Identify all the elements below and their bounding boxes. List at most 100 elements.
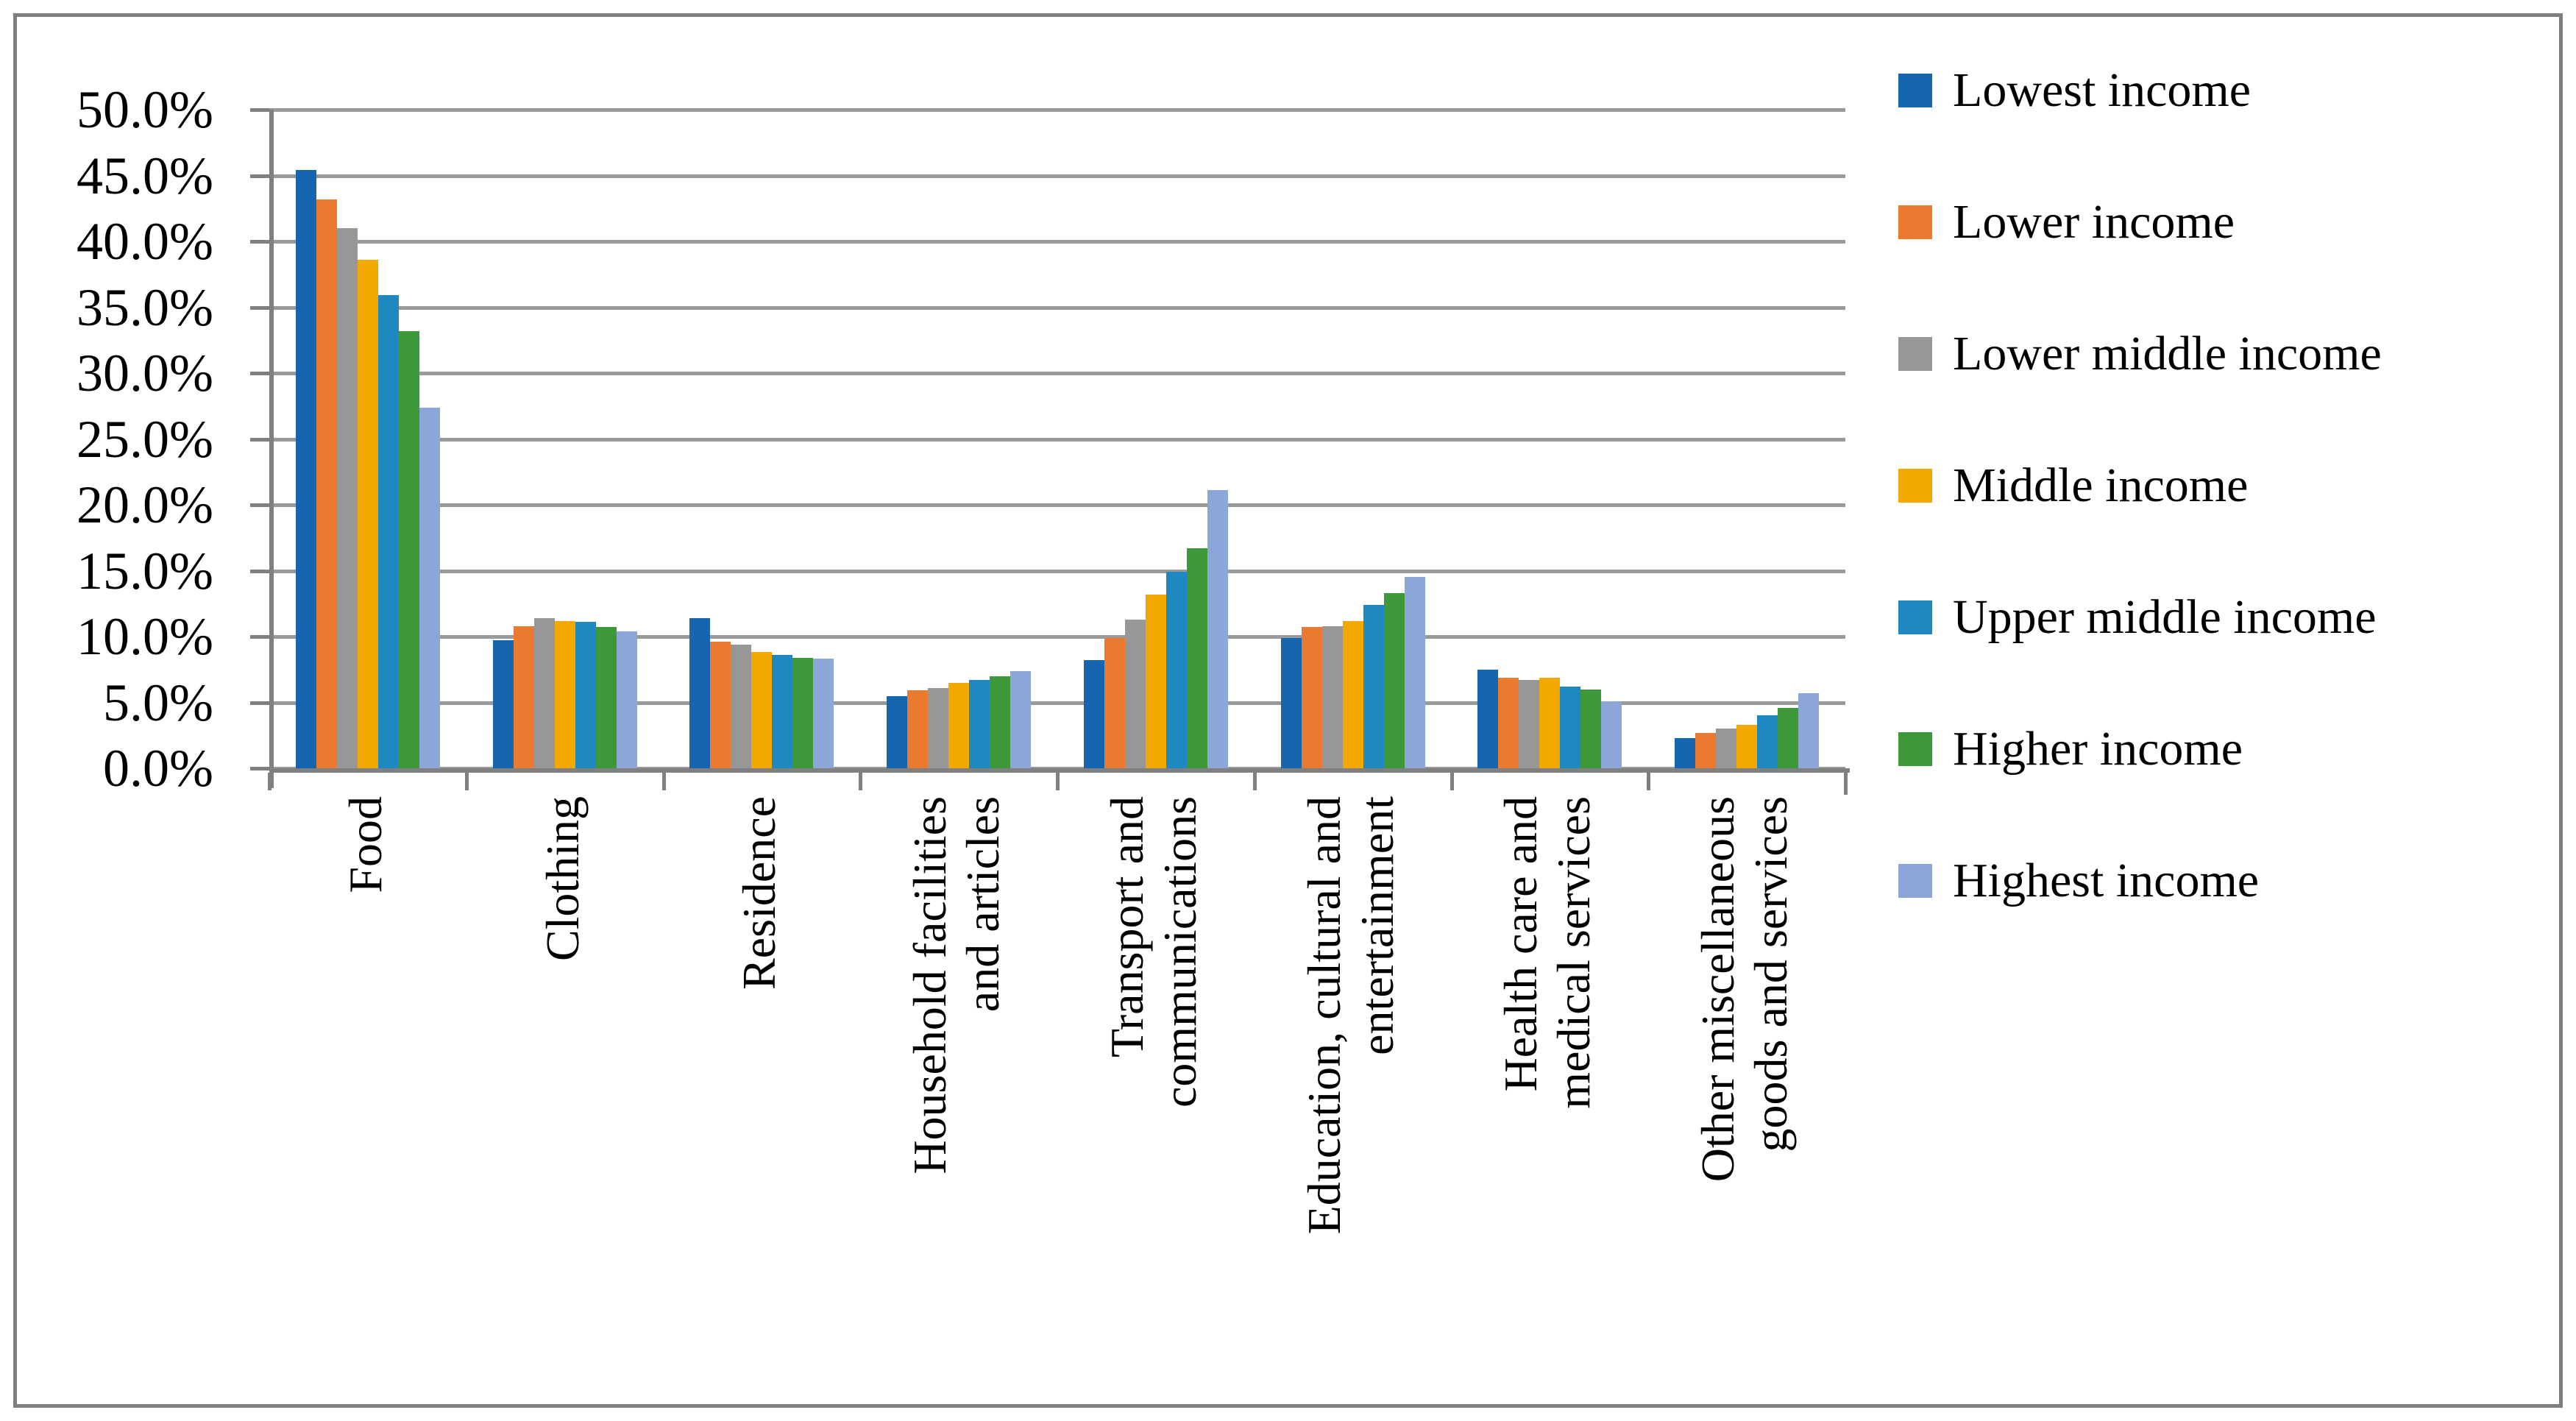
- bar: [1601, 701, 1622, 768]
- category-label-line: communications: [1153, 796, 1206, 1108]
- y-axis-tick-label: 35.0%: [77, 277, 213, 337]
- legend-swatch: [1898, 600, 1932, 634]
- category-label-line: entertainment: [1350, 796, 1403, 1055]
- bar: [772, 655, 793, 768]
- y-axis-tick: [250, 437, 269, 442]
- bar: [1695, 732, 1717, 768]
- category-label-line: and articles: [957, 796, 1010, 1013]
- y-axis-tick-label: 0.0%: [103, 739, 213, 798]
- y-axis-tick: [250, 372, 269, 375]
- y-axis-tick: [250, 635, 269, 639]
- plot-area: [269, 108, 1845, 770]
- figure-border: [13, 13, 2563, 1408]
- bar: [554, 620, 575, 768]
- bar: [357, 260, 378, 768]
- bar: [1519, 680, 1540, 768]
- y-axis-tick: [250, 701, 269, 705]
- category-label-line: Clothing: [536, 796, 589, 962]
- bar: [1083, 660, 1104, 768]
- gridline: [269, 305, 1845, 310]
- category-label: Education, cultural and entertainment: [1298, 796, 1408, 1421]
- bar: [792, 657, 814, 768]
- bar: [398, 330, 419, 768]
- bar: [1675, 737, 1696, 768]
- category-label-line: Household facilities: [904, 796, 957, 1174]
- bar: [1321, 626, 1343, 768]
- bar: [616, 631, 637, 768]
- bar: [1778, 707, 1799, 768]
- gridline: [269, 108, 1845, 112]
- bar: [295, 170, 316, 768]
- gridline: [269, 503, 1845, 507]
- bar: [1477, 669, 1499, 768]
- category-label-line: Transport and: [1100, 796, 1153, 1057]
- category-label: Household facilities and articles: [904, 796, 1014, 1421]
- category-label-line: Education, cultural and: [1297, 796, 1350, 1235]
- bar: [1207, 490, 1228, 768]
- category-label-line: Residence: [733, 796, 786, 990]
- y-axis-tick-label: 20.0%: [77, 475, 213, 534]
- legend-swatch: [1898, 732, 1932, 766]
- bar: [1104, 637, 1125, 768]
- legend-swatch: [1898, 74, 1932, 107]
- legend-swatch: [1898, 337, 1932, 371]
- bar: [731, 644, 752, 768]
- bar: [1010, 670, 1032, 768]
- legend-item: Lowest income: [1898, 65, 2251, 116]
- bar: [1404, 577, 1425, 768]
- bar: [1580, 689, 1602, 768]
- legend-label: Lowest income: [1953, 63, 2252, 117]
- x-axis-line: [269, 768, 1850, 773]
- category-label: Clothing: [536, 796, 594, 1421]
- category-label: Other miscellaneous goods and services: [1692, 796, 1802, 1421]
- legend-label: Lower middle income: [1953, 327, 2382, 380]
- legend-swatch: [1898, 864, 1932, 898]
- y-axis-tick: [250, 108, 269, 112]
- bar: [1342, 620, 1363, 768]
- category-label: Health care and medical services: [1494, 796, 1605, 1421]
- y-axis-tick: [250, 503, 269, 507]
- y-axis-line: [269, 110, 274, 788]
- gridline: [269, 240, 1845, 244]
- bar: [533, 617, 555, 768]
- y-axis-tick-label: 40.0%: [77, 212, 213, 271]
- gridline: [269, 635, 1845, 639]
- bar: [419, 407, 440, 768]
- bar: [1539, 677, 1561, 768]
- x-axis-tick: [1056, 773, 1060, 790]
- y-axis-tick: [250, 174, 269, 178]
- gridline: [269, 372, 1845, 375]
- gridline: [269, 437, 1845, 442]
- gridline: [269, 569, 1845, 573]
- y-axis-tick: [250, 305, 269, 310]
- bar: [595, 627, 617, 768]
- gridline: [269, 174, 1845, 178]
- bar: [948, 682, 970, 768]
- bar: [336, 228, 358, 768]
- bar: [689, 617, 711, 768]
- category-label-line: goods and services: [1745, 796, 1798, 1152]
- bar: [990, 676, 1011, 768]
- legend-label: Lower income: [1953, 195, 2235, 249]
- legend-item: Upper middle income: [1898, 592, 2377, 643]
- bar: [1383, 592, 1405, 768]
- bar: [887, 695, 908, 768]
- x-axis-tick: [1844, 773, 1848, 795]
- legend-item: Highest income: [1898, 855, 2259, 907]
- bar: [1716, 729, 1737, 768]
- x-axis-tick: [268, 773, 272, 790]
- legend-label: Middle income: [1953, 458, 2249, 512]
- bar: [1498, 677, 1519, 768]
- bar: [1736, 724, 1758, 768]
- y-axis-tick-label: 5.0%: [103, 673, 213, 732]
- y-axis-tick-label: 30.0%: [77, 344, 213, 403]
- bar: [1280, 637, 1302, 768]
- bar: [1363, 605, 1384, 768]
- bar: [813, 659, 834, 768]
- legend-label: Highest income: [1953, 854, 2260, 907]
- legend-label: Upper middle income: [1953, 590, 2377, 644]
- bar: [1757, 715, 1778, 768]
- legend-item: Higher income: [1898, 723, 2243, 775]
- bar: [1165, 572, 1187, 768]
